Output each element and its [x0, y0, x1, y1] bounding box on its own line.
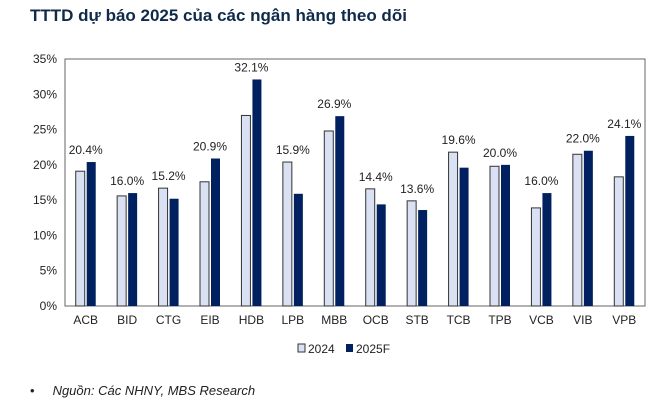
- x-tick-label: VIB: [573, 313, 592, 327]
- x-tick-label: OCB: [363, 313, 389, 327]
- data-label: 24.1%: [607, 117, 641, 131]
- bar-2024: [323, 130, 334, 307]
- bar-2024: [240, 114, 251, 307]
- plot-frame: [64, 58, 646, 307]
- y-tick-label: 20%: [33, 158, 57, 172]
- bar-2025f: [128, 193, 138, 306]
- data-label: 16.0%: [110, 174, 144, 188]
- x-tick-label: ACB: [73, 313, 98, 327]
- bar-2025f: [542, 193, 552, 306]
- data-label: 14.4%: [359, 170, 393, 184]
- bar-2025f: [252, 79, 262, 306]
- y-tick-label: 30%: [33, 87, 57, 101]
- data-label: 15.9%: [276, 143, 310, 157]
- x-tick-label: LPB: [282, 313, 305, 327]
- legend-swatch: [346, 344, 353, 352]
- y-tick-label: 25%: [33, 123, 57, 137]
- bar-2025f: [459, 167, 469, 306]
- data-label: 16.0%: [524, 174, 558, 188]
- bar-2025f: [293, 193, 303, 306]
- legend-swatch: [297, 343, 306, 353]
- bullet: •: [30, 383, 35, 398]
- data-label: 13.6%: [400, 182, 434, 196]
- x-tick-label: TCB: [447, 313, 471, 327]
- bar-2025f: [169, 198, 179, 306]
- legend-label: 2025F: [356, 342, 390, 356]
- y-tick-label: 35%: [33, 52, 57, 66]
- bar-2024: [158, 187, 169, 307]
- bar-2024: [530, 207, 541, 307]
- legend-label: 2024: [308, 342, 335, 356]
- x-tick-label: BID: [117, 313, 137, 327]
- y-tick-label: 10%: [33, 228, 57, 242]
- bar-2024: [199, 181, 210, 307]
- bar-2024: [365, 188, 376, 307]
- y-tick-label: 5%: [40, 264, 58, 278]
- bar-2024: [613, 176, 624, 307]
- data-label: 20.0%: [483, 146, 517, 160]
- bar-2024: [489, 165, 500, 307]
- bar-2025f: [86, 162, 96, 306]
- bar-2025f: [418, 210, 428, 306]
- bar-2025f: [211, 158, 220, 306]
- bar-2025f: [583, 150, 593, 306]
- bar-2024: [116, 195, 127, 307]
- bar-2024: [448, 151, 459, 307]
- bar-2024: [282, 161, 293, 307]
- bar-2025f: [376, 204, 386, 306]
- x-tick-label: CTG: [156, 313, 181, 327]
- x-tick-label: VCB: [529, 313, 554, 327]
- x-tick-label: VPB: [612, 313, 636, 327]
- y-tick-label: 15%: [33, 193, 57, 207]
- chart-title: TTTD dự báo 2025 của các ngân hàng theo …: [30, 6, 407, 25]
- source-note: • Nguồn: Các NHNY, MBS Research: [30, 383, 255, 398]
- x-tick-label: MBB: [321, 313, 347, 327]
- x-tick-label: EIB: [200, 313, 219, 327]
- x-tick-label: HDB: [239, 313, 264, 327]
- source-text: Nguồn: Các NHNY, MBS Research: [52, 383, 256, 398]
- data-label: 20.4%: [69, 143, 103, 157]
- x-tick-label: STB: [405, 313, 428, 327]
- y-tick-label: 0%: [40, 299, 58, 313]
- data-label: 22.0%: [566, 132, 600, 146]
- bar-2024: [572, 153, 583, 307]
- bar-2024: [406, 200, 417, 307]
- data-label: 15.2%: [152, 169, 186, 183]
- bar-2025f: [335, 116, 345, 306]
- bar-2025f: [625, 135, 635, 306]
- data-label: 20.9%: [193, 140, 227, 154]
- data-label: 19.6%: [442, 133, 476, 147]
- data-label: 26.9%: [317, 97, 351, 111]
- bar-2025f: [501, 164, 510, 306]
- data-label: 32.1%: [234, 60, 268, 74]
- x-tick-label: TPB: [488, 313, 511, 327]
- bar-2024: [75, 170, 86, 307]
